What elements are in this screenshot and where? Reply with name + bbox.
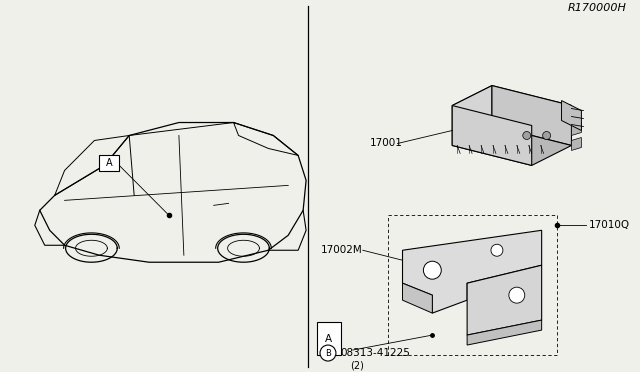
Polygon shape (561, 100, 581, 131)
Circle shape (320, 345, 336, 361)
Polygon shape (452, 106, 532, 166)
Circle shape (491, 244, 503, 256)
Polygon shape (572, 138, 581, 150)
Polygon shape (452, 125, 572, 166)
Text: 17002M: 17002M (321, 245, 363, 255)
Text: A: A (106, 158, 113, 169)
Text: 17001: 17001 (370, 138, 403, 148)
Text: 08313-41225: 08313-41225 (340, 348, 410, 358)
Text: R170000H: R170000H (567, 3, 626, 13)
Text: A: A (325, 334, 332, 344)
Text: (2): (2) (350, 360, 364, 370)
Circle shape (543, 131, 550, 140)
Bar (99, 155, 119, 171)
Polygon shape (403, 230, 541, 313)
Polygon shape (452, 86, 492, 145)
Circle shape (509, 287, 525, 303)
Polygon shape (467, 265, 541, 335)
Circle shape (424, 261, 441, 279)
Polygon shape (467, 320, 541, 345)
Circle shape (523, 131, 531, 140)
Polygon shape (403, 283, 433, 313)
Polygon shape (452, 86, 572, 125)
Text: B: B (325, 349, 331, 357)
Bar (317, 322, 341, 355)
Text: 17010Q: 17010Q (588, 220, 630, 230)
Polygon shape (572, 122, 581, 135)
Polygon shape (492, 86, 572, 145)
